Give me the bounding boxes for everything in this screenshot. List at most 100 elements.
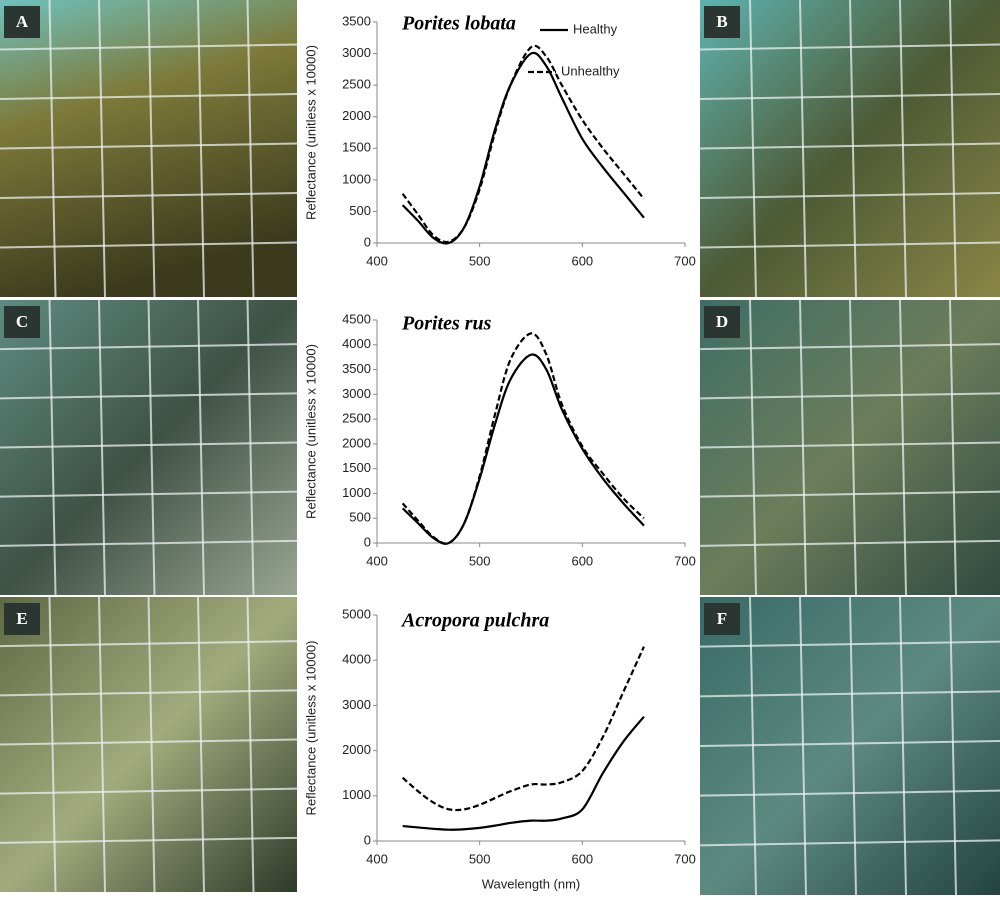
series-line xyxy=(401,332,645,545)
quadrat-line xyxy=(699,392,1000,400)
series-line xyxy=(401,646,645,812)
quadrat-line xyxy=(98,596,106,893)
y-tick-label: 1500 xyxy=(342,460,371,475)
quadrat-line xyxy=(147,596,156,893)
x-tick-label: 700 xyxy=(674,553,696,568)
y-tick-label: 1000 xyxy=(342,171,371,186)
quadrat-line xyxy=(699,690,1000,698)
y-tick-label: 4000 xyxy=(342,336,371,351)
x-tick-label: 600 xyxy=(571,851,593,866)
panel-label-box xyxy=(4,306,40,338)
panel-label: A xyxy=(16,12,29,31)
quadrat-line xyxy=(899,299,907,596)
y-tick-label: 3500 xyxy=(342,361,371,376)
photo: E xyxy=(0,596,298,893)
panel-label: E xyxy=(16,609,27,628)
quadrat-line xyxy=(849,596,857,896)
photo: D xyxy=(699,299,1000,596)
x-tick-label: 400 xyxy=(366,851,388,866)
quadrat-line xyxy=(699,539,1000,547)
quadrat-line xyxy=(0,93,298,100)
series-line xyxy=(401,353,645,545)
quadrat-line xyxy=(0,836,298,844)
x-tick-label: 700 xyxy=(674,851,696,866)
quadrat-line xyxy=(0,539,298,547)
x-tick-label: 600 xyxy=(571,553,593,568)
photo: A xyxy=(0,0,298,298)
y-tick-label: 2000 xyxy=(342,108,371,123)
panel-label: C xyxy=(16,312,28,331)
x-tick-label: 500 xyxy=(469,553,491,568)
panel-label-box xyxy=(704,6,740,38)
panel-label: B xyxy=(716,12,727,31)
quadrat-line xyxy=(799,299,807,596)
quadrat-line xyxy=(0,192,298,199)
x-tick-label: 500 xyxy=(469,851,491,866)
y-tick-label: 500 xyxy=(349,510,371,525)
y-tick-label: 3000 xyxy=(342,697,371,712)
quadrat-line xyxy=(0,441,298,449)
series-line xyxy=(401,44,645,244)
y-tick-label: 4000 xyxy=(342,652,371,667)
quadrat-line xyxy=(0,689,298,697)
quadrat-line xyxy=(849,0,857,298)
y-tick-label: 500 xyxy=(349,203,371,218)
x-tick-label: 500 xyxy=(469,253,491,268)
panel-label: D xyxy=(716,312,728,331)
quadrat-line xyxy=(699,490,1000,498)
y-axis-label: Reflectance (unitless x 10000) xyxy=(303,641,318,816)
chart: 0 500 1000 1500 2000 2500 3000 3500 400 500 600 700… xyxy=(300,0,698,297)
quadrat-line xyxy=(0,738,298,746)
y-axis-label: Reflectance (unitless x 10000) xyxy=(303,344,318,519)
y-tick-label: 2500 xyxy=(342,411,371,426)
quadrat-line xyxy=(246,596,255,893)
photo: C xyxy=(0,299,298,596)
panel-label-box xyxy=(704,603,740,635)
x-tick-label: 400 xyxy=(366,553,388,568)
quadrat-line xyxy=(699,441,1000,449)
y-tick-label: 1500 xyxy=(342,140,371,155)
y-tick-label: 3500 xyxy=(342,13,371,28)
chart-title: Porites rus xyxy=(401,313,492,335)
photo: F xyxy=(699,596,1000,896)
quadrat-line xyxy=(799,0,807,298)
y-tick-label: 3000 xyxy=(342,45,371,60)
legend-label: Healthy xyxy=(573,21,618,36)
quadrat-line xyxy=(699,839,1000,847)
quadrat-line xyxy=(699,789,1000,797)
quadrat-line xyxy=(699,142,1000,150)
y-tick-label: 0 xyxy=(364,234,371,249)
panel-label-box xyxy=(4,6,40,38)
quadrat-line xyxy=(699,740,1000,747)
quadrat-line xyxy=(0,142,298,150)
quadrat-line xyxy=(699,192,1000,199)
x-tick-label: 600 xyxy=(571,253,593,268)
x-axis-label: Wavelength (nm) xyxy=(482,876,581,891)
chart: 0 500 1000 1500 2000 2500 3000 3500 4000 4500 400 5… xyxy=(300,300,698,597)
quadrat-line xyxy=(147,299,156,596)
quadrat-line xyxy=(849,299,857,596)
y-tick-label: 1000 xyxy=(342,787,371,802)
y-tick-label: 2000 xyxy=(342,742,371,757)
plot-bg xyxy=(300,0,698,297)
y-tick-label: 4500 xyxy=(342,311,371,326)
quadrat-line xyxy=(799,596,807,896)
quadrat-line xyxy=(949,596,957,896)
quadrat-line xyxy=(0,392,298,400)
legend-label: Unhealthy xyxy=(561,63,620,78)
chart-title: Porites lobata xyxy=(401,13,516,35)
series-line xyxy=(402,715,645,831)
y-tick-label: 0 xyxy=(364,832,371,847)
plot-bg xyxy=(300,300,698,597)
y-tick-label: 2500 xyxy=(342,77,371,92)
quadrat-line xyxy=(0,787,298,795)
panel-label: F xyxy=(717,609,727,628)
quadrat-line xyxy=(949,0,957,298)
x-tick-label: 400 xyxy=(366,253,388,268)
quadrat-line xyxy=(899,0,907,298)
quadrat-line xyxy=(949,299,957,596)
quadrat-line xyxy=(0,490,298,498)
y-tick-label: 5000 xyxy=(342,606,371,621)
